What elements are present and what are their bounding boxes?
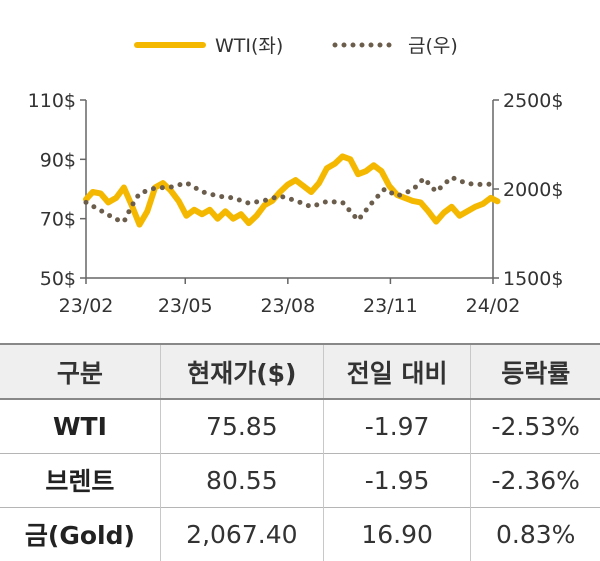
left-tick-label: 90$ [40,149,76,171]
left-tick-label: 50$ [40,268,76,290]
left-tick-label: 110$ [28,90,76,112]
oil-gold-price-chart: 110$ 90$ 70$ 50$ 2500$ 2000$ 1500$ 23/02 23/05 23… [28,35,564,317]
row-name: 금(Gold) [24,521,135,551]
row-change: -1.97 [322,399,471,453]
row-rate: -2.53% [470,399,600,453]
row-rate: 0.83% [470,507,600,561]
header-current-price: 현재가($) [159,344,324,399]
legend-label-gold: 금(우) [408,35,458,57]
row-price: 2,067.40 [159,507,324,561]
right-tick-label: 2000$ [503,179,563,201]
row-price: 75.85 [159,399,324,453]
row-rate: -2.36% [470,453,600,507]
right-tick-label: 2500$ [503,90,563,112]
x-tick-label: 23/02 [59,295,114,317]
series-line-wti [83,153,501,228]
header-daily-change: 전일 대비 [322,344,471,399]
row-price: 80.55 [159,453,324,507]
table-header-row: 구분 현재가($) 전일 대비 등락률 [0,344,600,399]
x-tick-label: 23/11 [363,295,418,317]
table-row: 금(Gold) 2,067.40 16.90 0.83% [0,507,600,561]
row-change: -1.95 [322,453,471,507]
row-change: 16.90 [322,507,471,561]
table-row: 브렌트 80.55 -1.95 -2.36% [0,453,600,507]
legend-label-wti: WTI(좌) [215,35,283,57]
x-tick-label: 23/05 [158,295,213,317]
x-tick-label: 23/08 [260,295,315,317]
left-tick-label: 70$ [40,209,76,231]
row-name: WTI [52,411,107,441]
table-row: WTI 75.85 -1.97 -2.53% [0,399,600,453]
row-name: 브렌트 [45,467,115,496]
header-change-rate: 등락률 [470,344,600,399]
header-category: 구분 [56,358,103,388]
chart-area: 110$ 90$ 70$ 50$ 2500$ 2000$ 1500$ 23/02 23/05 23… [28,35,564,317]
price-table: 구분 현재가($) 전일 대비 등락률 WTI 75.85 -1.97 -2.5… [0,343,600,561]
right-tick-label: 1500$ [503,268,563,290]
x-tick-label: 24/02 [466,295,521,317]
